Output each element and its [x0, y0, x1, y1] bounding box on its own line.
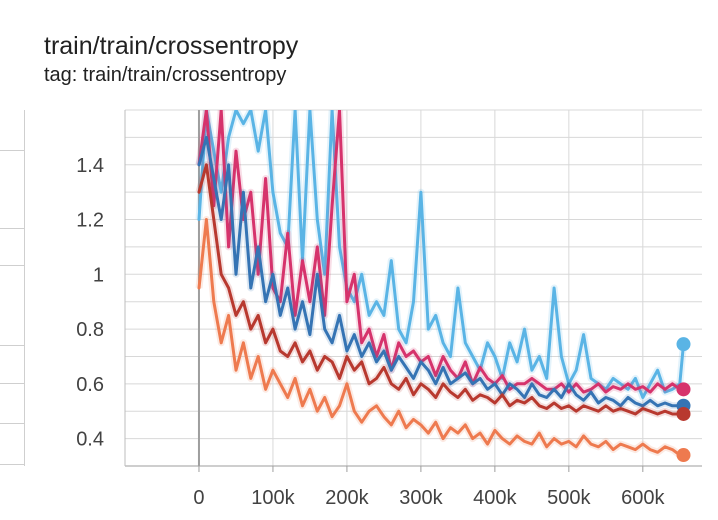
series-endpoints[interactable]: [676, 337, 691, 463]
series-5-line[interactable]: [197, 218, 685, 457]
adjacent-panel-gridline: [0, 228, 24, 229]
series-lines: [195, 110, 687, 459]
y-axis: 0.4 0.6 0.8 1 1.2 1.4: [76, 110, 126, 466]
chart-tag: tag: train/train/crossentropy: [44, 64, 287, 86]
series-1-endpoint[interactable]: [676, 337, 691, 352]
x-tick-label: 300k: [399, 487, 443, 509]
y-tick-label: 1.2: [76, 210, 104, 232]
y-tick-label: 0.8: [76, 319, 104, 341]
series-5-endpoint[interactable]: [676, 448, 691, 463]
y-tick-label: 0.4: [76, 429, 104, 451]
series-4-line[interactable]: [197, 163, 685, 416]
y-tick-label: 0.6: [76, 374, 104, 396]
x-tick-label: 100k: [251, 487, 295, 509]
series-1-line[interactable]: [197, 110, 685, 399]
series-2-endpoint[interactable]: [676, 382, 691, 397]
x-tick-label: 600k: [621, 487, 665, 509]
chart-title: train/train/crossentropy: [44, 32, 299, 60]
adjacent-panel-gridline: [0, 345, 24, 346]
adjacent-panel-gridline: [0, 423, 24, 424]
adjacent-panel-gridline: [0, 150, 24, 151]
series-4-endpoint[interactable]: [676, 406, 691, 421]
x-tick-label: 0: [193, 487, 204, 509]
x-tick-label: 400k: [473, 487, 517, 509]
adjacent-panel-edge: [0, 110, 25, 466]
series-2-line[interactable]: [197, 110, 685, 394]
x-tick-label: 500k: [547, 487, 591, 509]
y-tick-label: 1.4: [76, 155, 104, 177]
series-3-line[interactable]: [197, 135, 685, 408]
x-axis: 0 100k 200k 300k 400k 500k 600k: [125, 465, 702, 509]
adjacent-panel-gridline: [0, 265, 24, 266]
x-tick-label: 200k: [325, 487, 369, 509]
y-tick-label: 1: [93, 264, 104, 286]
adjacent-panel-gridline: [0, 464, 24, 465]
adjacent-panel-gridline: [0, 383, 24, 384]
